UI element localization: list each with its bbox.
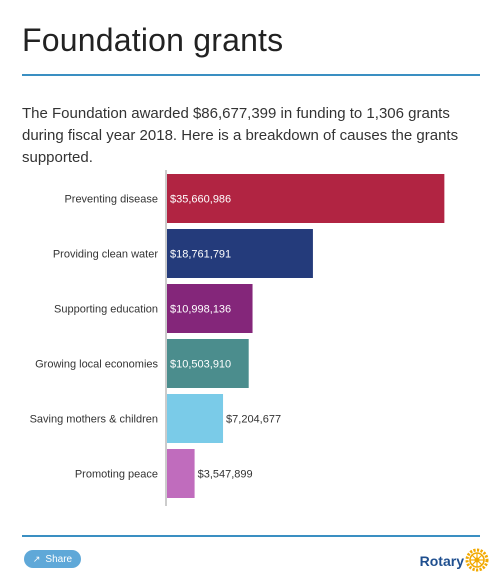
bar (167, 174, 445, 223)
share-icon: ↗ (32, 553, 41, 564)
bar (167, 339, 249, 388)
rotary-wheel-icon (465, 548, 489, 572)
top-divider (22, 74, 480, 76)
bar (167, 394, 224, 443)
category-label: Growing local economies (35, 359, 158, 371)
data-label: $18,761,791 (170, 249, 231, 261)
description: The Foundation awarded $86,677,399 in fu… (22, 105, 459, 166)
bar (167, 229, 313, 278)
data-label: $10,503,910 (170, 359, 231, 371)
share-label: Share (45, 553, 73, 565)
data-label: $7,204,677 (226, 414, 281, 426)
category-label: Saving mothers & children (30, 414, 158, 426)
category-label: Promoting peace (75, 469, 158, 481)
brand-name: Rotary (419, 553, 464, 569)
data-label: $35,660,986 (170, 194, 231, 206)
share-button[interactable]: ↗ Share (24, 550, 81, 568)
category-label: Providing clean water (53, 249, 159, 261)
bar-chart: Preventing disease $35,660,986 Providing c… (30, 170, 445, 506)
data-label: $3,547,899 (198, 469, 253, 481)
bar (167, 449, 195, 498)
data-label: $10,998,136 (170, 304, 231, 316)
category-label: Supporting education (54, 304, 158, 316)
bottom-divider (22, 535, 480, 537)
category-label: Preventing disease (64, 194, 158, 206)
bar (167, 284, 253, 333)
page-title: Foundation grants (22, 22, 284, 58)
